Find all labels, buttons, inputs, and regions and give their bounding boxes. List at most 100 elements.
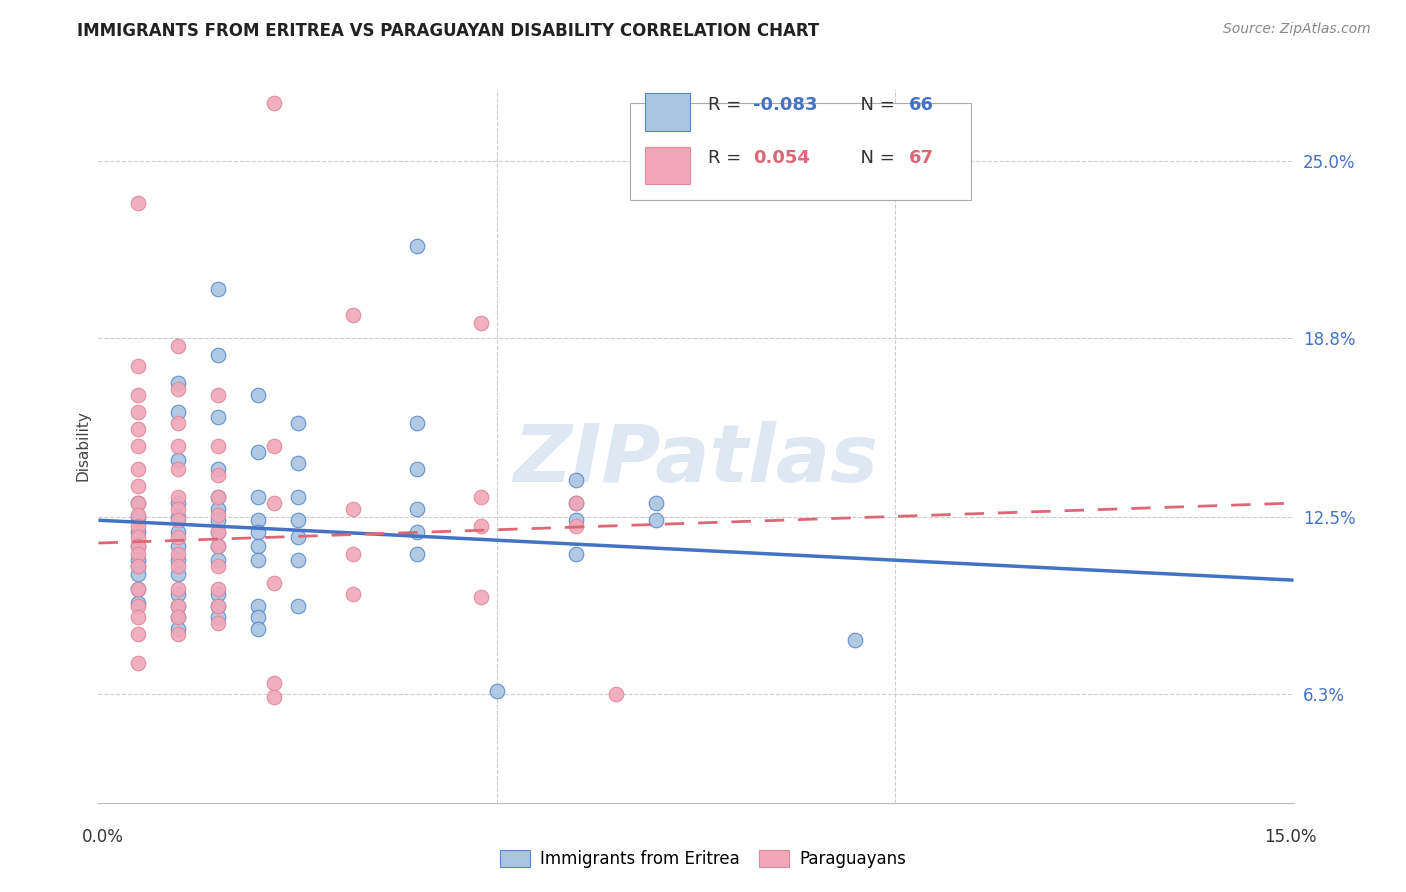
Point bbox=[127, 462, 149, 476]
Point bbox=[127, 610, 149, 624]
Point bbox=[470, 591, 492, 605]
Point bbox=[246, 539, 269, 553]
Point bbox=[207, 524, 229, 539]
Point bbox=[470, 519, 492, 533]
Point bbox=[565, 513, 588, 527]
Point bbox=[127, 582, 149, 596]
Point bbox=[287, 513, 309, 527]
Point bbox=[127, 479, 149, 493]
Text: N =: N = bbox=[849, 96, 900, 114]
Point bbox=[167, 548, 190, 562]
Point bbox=[207, 587, 229, 601]
Point bbox=[167, 462, 190, 476]
Point bbox=[287, 553, 309, 567]
Text: 66: 66 bbox=[908, 96, 934, 114]
Point bbox=[127, 387, 149, 401]
Point bbox=[342, 308, 364, 322]
Point bbox=[406, 548, 429, 562]
Point bbox=[127, 558, 149, 573]
Point bbox=[127, 196, 149, 211]
Point bbox=[207, 599, 229, 613]
Point bbox=[207, 599, 229, 613]
Point bbox=[127, 567, 149, 582]
Point bbox=[167, 501, 190, 516]
Point bbox=[167, 376, 190, 391]
Point bbox=[645, 496, 668, 510]
Point bbox=[127, 508, 149, 522]
Point bbox=[167, 453, 190, 467]
Point bbox=[485, 684, 508, 698]
Point bbox=[207, 524, 229, 539]
Point bbox=[406, 416, 429, 430]
Point bbox=[246, 491, 269, 505]
Point bbox=[565, 519, 588, 533]
Point bbox=[406, 239, 429, 253]
Point bbox=[342, 501, 364, 516]
Point bbox=[207, 462, 229, 476]
Point bbox=[844, 633, 866, 648]
Point bbox=[127, 524, 149, 539]
Point bbox=[207, 491, 229, 505]
Point bbox=[565, 496, 588, 510]
Point bbox=[565, 496, 588, 510]
Point bbox=[127, 496, 149, 510]
Point bbox=[207, 513, 229, 527]
Point bbox=[127, 627, 149, 641]
Text: 0.0%: 0.0% bbox=[82, 828, 124, 846]
Point bbox=[207, 348, 229, 362]
Point bbox=[645, 513, 668, 527]
Point bbox=[167, 567, 190, 582]
Point bbox=[246, 610, 269, 624]
Point bbox=[207, 539, 229, 553]
Point bbox=[167, 582, 190, 596]
Point bbox=[246, 513, 269, 527]
Point bbox=[167, 627, 190, 641]
Point bbox=[287, 599, 309, 613]
Y-axis label: Disability: Disability bbox=[75, 410, 90, 482]
Point bbox=[127, 539, 149, 553]
Point bbox=[287, 530, 309, 544]
Point bbox=[207, 282, 229, 296]
Point bbox=[127, 439, 149, 453]
Point bbox=[287, 456, 309, 470]
Point bbox=[406, 524, 429, 539]
Text: R =: R = bbox=[709, 150, 752, 168]
Point bbox=[207, 558, 229, 573]
Point bbox=[127, 656, 149, 670]
Point bbox=[127, 530, 149, 544]
Legend: Immigrants from Eritrea, Paraguayans: Immigrants from Eritrea, Paraguayans bbox=[494, 843, 912, 875]
Point bbox=[207, 582, 229, 596]
Point bbox=[246, 599, 269, 613]
Point bbox=[263, 96, 285, 111]
Point bbox=[246, 553, 269, 567]
Point bbox=[167, 599, 190, 613]
Point bbox=[207, 439, 229, 453]
Point bbox=[127, 539, 149, 553]
Point bbox=[207, 491, 229, 505]
Point bbox=[263, 576, 285, 591]
Point bbox=[167, 622, 190, 636]
Point bbox=[127, 422, 149, 436]
Point bbox=[263, 676, 285, 690]
Point bbox=[287, 416, 309, 430]
Point bbox=[207, 615, 229, 630]
Point bbox=[263, 496, 285, 510]
Point bbox=[167, 382, 190, 396]
FancyBboxPatch shape bbox=[630, 103, 972, 200]
Point bbox=[207, 467, 229, 482]
Point bbox=[127, 519, 149, 533]
Point bbox=[167, 599, 190, 613]
Text: -0.083: -0.083 bbox=[754, 96, 818, 114]
Point bbox=[246, 622, 269, 636]
Point bbox=[167, 553, 190, 567]
Point bbox=[342, 587, 364, 601]
Point bbox=[167, 610, 190, 624]
Point bbox=[167, 339, 190, 353]
Point bbox=[167, 405, 190, 419]
Point bbox=[167, 416, 190, 430]
Text: N =: N = bbox=[849, 150, 900, 168]
Point bbox=[167, 539, 190, 553]
Point bbox=[127, 596, 149, 610]
Text: 0.054: 0.054 bbox=[754, 150, 810, 168]
Point bbox=[127, 359, 149, 373]
